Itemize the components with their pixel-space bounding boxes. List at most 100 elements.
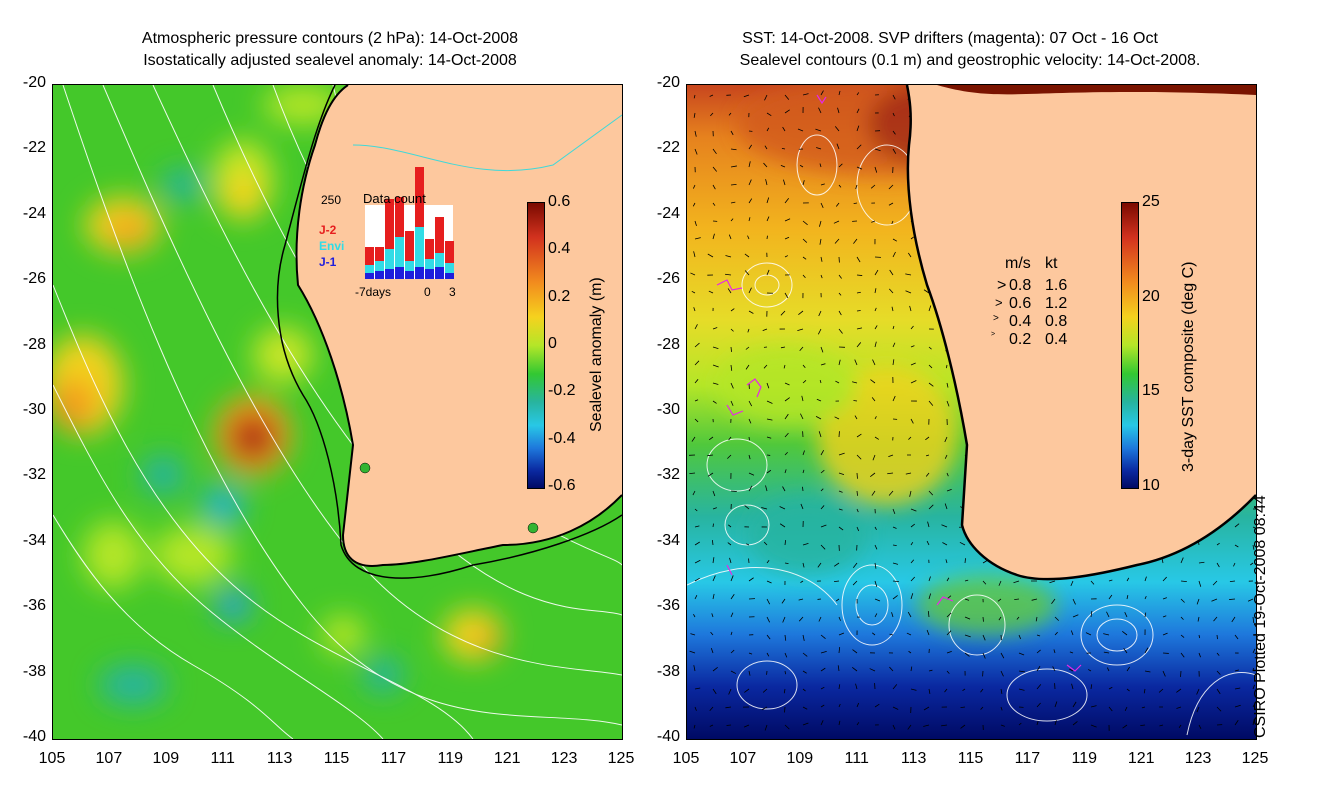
velocity-arrow <box>1106 667 1110 672</box>
velocity-arrow <box>946 577 950 582</box>
right_panel-x-tick: 109 <box>786 750 814 767</box>
velocity-arrow <box>712 593 715 600</box>
velocity-arrow <box>728 436 732 441</box>
velocity-arrow <box>1013 580 1020 584</box>
velocity-arrow <box>982 652 986 659</box>
velocity-arrow <box>1069 668 1074 672</box>
velocity-arrow <box>712 523 714 528</box>
velocity-arrow <box>855 184 858 190</box>
velocity-arrow <box>780 164 786 168</box>
velocity-arrow <box>1085 632 1092 636</box>
velocity-arrow <box>744 253 750 258</box>
right-map[interactable]: m/s kt >0.8 1.6 >0.6 1.2 >0.4 0.8 >0.2 0.4 <box>686 84 1257 740</box>
right_panel-y-tick: -32 <box>656 466 680 484</box>
right_panel-colorbar-tick: 20 <box>1142 287 1160 305</box>
legend-kt-value: 0.8 <box>1045 313 1068 330</box>
data-count-bar <box>405 261 414 271</box>
velocity-arrow <box>874 341 877 348</box>
velocity-arrow <box>1035 616 1038 622</box>
velocity-arrow <box>870 379 876 384</box>
velocity-arrow <box>784 634 787 641</box>
velocity-arrow <box>928 593 932 600</box>
velocity-arrow <box>892 544 897 547</box>
velocity-arrow <box>802 670 807 674</box>
velocity-arrow <box>784 236 790 240</box>
velocity-arrow <box>798 598 804 601</box>
velocity-arrow <box>744 505 750 510</box>
velocity-arrow <box>748 198 753 204</box>
velocity-arrow <box>694 324 698 330</box>
velocity-arrow <box>817 328 822 335</box>
left-map[interactable]: 250 Data count J-2 Envi J-1 -7days 0 3 <box>52 84 623 740</box>
velocity-arrow <box>928 346 932 350</box>
velocity-arrow <box>766 634 771 640</box>
velocity-arrow <box>712 400 717 404</box>
velocity-arrow <box>710 112 714 117</box>
velocity-arrow <box>892 684 898 690</box>
left_panel-y-tick: -20 <box>22 74 46 91</box>
legend-kt-value: 0.4 <box>1045 331 1068 348</box>
velocity-arrow <box>892 342 896 348</box>
velocity-arrow <box>964 598 970 601</box>
velocity-arrow <box>707 472 714 477</box>
velocity-arrow <box>856 433 862 438</box>
velocity-arrow <box>907 611 912 618</box>
velocity-arrow <box>820 720 824 726</box>
velocity-arrow <box>762 688 768 693</box>
velocity-arrow <box>691 436 696 442</box>
velocity-arrow <box>1000 670 1004 677</box>
velocity-arrow <box>766 559 770 564</box>
velocity-arrow <box>928 504 934 510</box>
velocity-arrow <box>874 544 878 550</box>
velocity-arrow <box>910 236 914 240</box>
right-title-line2: Sealevel contours (0.1 m) and geostrophi… <box>739 52 1201 69</box>
velocity-arrow <box>944 436 948 443</box>
velocity-arrow <box>820 524 827 528</box>
velocity-arrow <box>889 666 894 672</box>
velocity-arrow <box>694 130 697 137</box>
velocity-arrow <box>856 125 860 132</box>
left_panel-x-tick: 117 <box>380 750 407 767</box>
left-colorbar-label: Sealevel anomaly (m) <box>588 277 605 432</box>
velocity-arrow <box>800 413 804 420</box>
velocity-arrow <box>1031 598 1038 601</box>
velocity-arrow <box>1108 706 1113 712</box>
velocity-arrow <box>820 274 823 279</box>
velocity-arrow <box>874 148 881 152</box>
velocity-arrow <box>874 598 881 602</box>
left_panel-x-tick: 109 <box>152 750 180 767</box>
velocity-arrow <box>888 454 894 457</box>
velocity-arrow <box>869 668 876 672</box>
velocity-arrow <box>784 413 789 420</box>
velocity-arrow <box>910 508 917 512</box>
velocity-arrow <box>959 541 966 546</box>
velocity-arrow <box>1229 598 1236 600</box>
velocity-arrow <box>781 147 786 150</box>
velocity-arrow <box>712 688 717 695</box>
velocity-arrow <box>784 539 787 546</box>
velocity-arrow <box>694 706 697 711</box>
velocity-arrow <box>748 418 752 424</box>
velocity-arrow <box>892 595 898 600</box>
legend-envi: Envi <box>319 239 345 253</box>
velocity-legend: m/s kt >0.8 1.6 >0.6 1.2 >0.4 0.8 >0.2 0.4 <box>983 255 1093 365</box>
velocity-arrow <box>910 576 916 582</box>
velocity-arrow <box>820 488 824 492</box>
sst-map <box>687 85 1256 739</box>
velocity-arrow <box>892 112 895 117</box>
data-count-bar <box>445 263 454 273</box>
velocity-arrow <box>928 382 934 387</box>
velocity-arrow <box>1144 596 1147 600</box>
velocity-arrow <box>944 688 948 693</box>
velocity-arrow <box>748 577 754 582</box>
data-count-x-zero: 0 <box>424 285 431 299</box>
velocity-arrow <box>1144 612 1147 618</box>
velocity-arrow <box>838 647 841 654</box>
legend-arrow-glyph: > <box>997 277 1007 294</box>
velocity-arrow <box>746 543 750 546</box>
right_panel-colorbar-tick: 25 <box>1142 193 1160 210</box>
velocity-arrow <box>783 364 786 369</box>
velocity-arrow <box>836 143 840 150</box>
legend-j2: J-2 <box>319 223 337 237</box>
velocity-arrow <box>694 237 701 240</box>
